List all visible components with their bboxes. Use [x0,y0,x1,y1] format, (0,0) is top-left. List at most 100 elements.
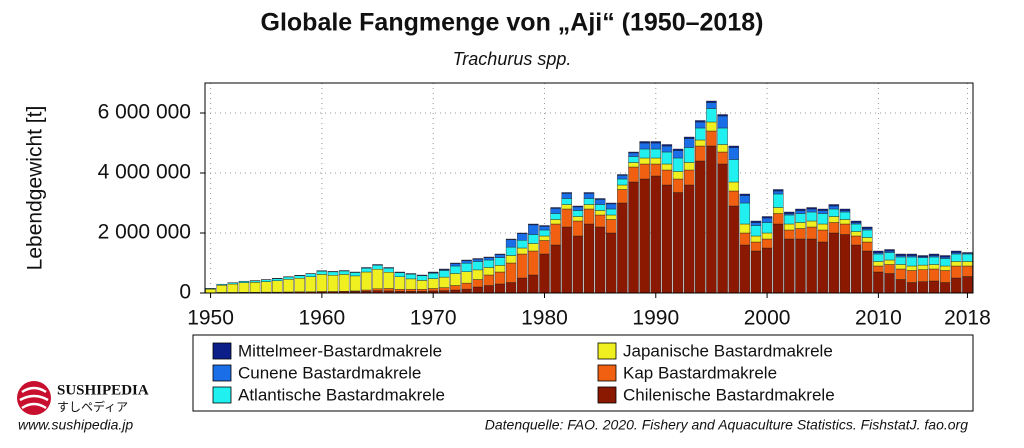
legend-swatch [597,386,617,404]
bar-segment [572,210,584,217]
bar-segment [750,225,762,237]
bar-segment [962,253,973,262]
bar-segment [472,279,483,288]
bar-segment [817,223,828,231]
bar-segment [717,144,728,153]
bar-segment [350,272,361,277]
bar-segment [316,270,328,275]
bar-segment [283,276,294,280]
bar-segment [528,224,539,235]
bar-segment [884,250,895,253]
bar-segment [505,262,517,283]
bar-segment [951,265,962,279]
bar-segment [639,141,650,144]
bar-segment [683,162,695,171]
bar-segment [661,145,673,153]
bar-segment [895,255,906,258]
bar-segment [839,208,851,211]
bar-segment [583,193,595,199]
bar-segment [483,257,495,261]
bar-segment [461,282,472,290]
bar-segment [550,219,561,225]
legend-label: Kap Bastardmakrele [623,363,777,382]
bar-segment [305,273,316,277]
bar-segment [472,269,483,280]
bar-segment [951,261,962,267]
bar-segment [739,193,751,196]
bar-segment [338,270,350,275]
bar-segment [683,136,695,139]
bar-segment [216,285,227,293]
bar-segment [628,166,639,183]
legend-swatch [212,342,232,360]
bar-segment [884,249,895,252]
bar-segment [561,208,572,228]
bar-segment [773,213,784,225]
bar-segment [294,278,305,292]
bar-segment [739,244,751,294]
bar-segment [427,288,439,292]
bar-segment [672,157,684,172]
bar-segment [695,127,706,141]
bar-segment [639,163,650,180]
bar-segment [661,151,673,165]
bar-segment [928,256,940,265]
bar-segment [617,202,628,294]
bar-segment [528,250,539,276]
bar-segment [472,286,483,294]
bar-segment [695,145,706,162]
bar-segment [272,278,283,281]
bar-segment [906,256,917,267]
bar-segment [928,255,940,258]
bar-segment [650,163,661,177]
bar-segment [706,130,717,147]
logo-waves [19,386,49,410]
bar-segment [717,163,728,294]
bar-segment [962,276,973,294]
bar-segment [494,253,506,255]
bar-segment [873,250,884,253]
bar-segment [628,162,639,168]
bar-segment [672,150,684,159]
bar-segment [862,229,873,238]
bar-segment [862,237,873,243]
bar-segment [906,270,917,283]
bar-segment [361,267,372,273]
bar-segment [494,257,506,266]
legend-label: Cunene Bastardmakrele [238,363,421,382]
bar-segment [906,265,917,271]
bar-segment [238,281,250,283]
bar-segment [717,114,728,117]
x-tick-label: 2018 [944,307,991,330]
bar-segment [951,250,962,253]
bar-segment [728,205,739,294]
bar-segment [939,258,951,267]
bar-segment [928,280,940,294]
bar-segment [394,276,405,290]
bar-segment [461,259,472,261]
bar-segment [272,280,283,293]
bar-segment [606,214,617,220]
bar-segment [884,273,895,294]
bar-segment [895,279,906,294]
bar-segment [383,267,394,273]
bar-segment [939,270,951,283]
bar-segment [628,156,639,163]
bar-segment [483,285,495,294]
x-tick-label: 2010 [855,307,902,330]
bar-segment [706,121,717,132]
bar-segment [784,211,795,214]
bar-segment [784,214,795,225]
bar-segment [695,139,706,147]
bar-segment [928,264,940,270]
bar-segment [661,144,673,147]
bar-segment [917,255,929,257]
bar-segment [238,282,250,293]
bar-segment [839,219,851,225]
bar-segment [728,190,739,207]
bar-segment [806,211,817,222]
bar-segment [617,178,628,186]
legend-label: Atlantische Bastardmakrele [238,385,445,404]
bar-segment [539,225,550,227]
bar-segment [906,253,917,256]
